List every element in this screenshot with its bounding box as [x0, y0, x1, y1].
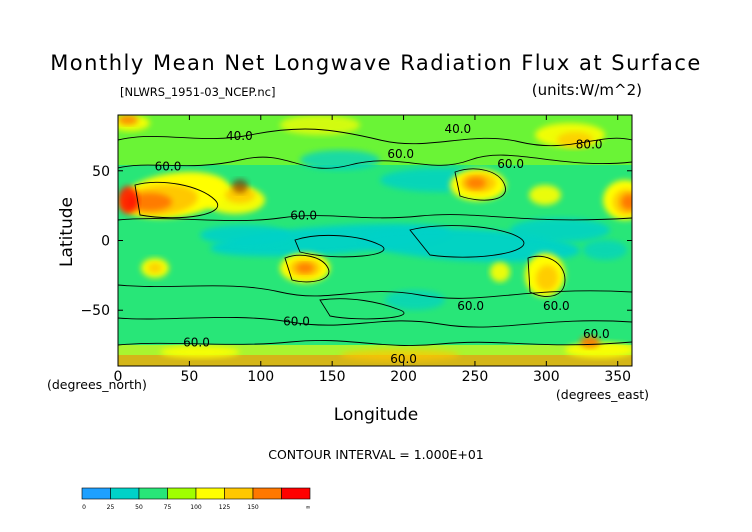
contour-label: 60.0 — [387, 147, 414, 161]
colorbar-label: ∞ — [306, 504, 311, 511]
colorbar-swatch — [252, 487, 282, 500]
y-tick-label: 50 — [92, 164, 110, 180]
colorbar-swatch — [195, 487, 225, 500]
x-tick-label: 50 — [180, 369, 198, 385]
contour-line — [118, 214, 632, 222]
x-tick-label: 350 — [604, 369, 631, 385]
contour-label: 60.0 — [390, 352, 417, 366]
x-tick-label: 150 — [319, 369, 346, 385]
contour-label: 60.0 — [583, 327, 610, 341]
contour-layer — [118, 128, 632, 346]
field-region — [232, 179, 248, 193]
contour-label: 60.0 — [497, 157, 524, 171]
field-region — [621, 194, 632, 210]
contour-label: 60.0 — [290, 208, 317, 222]
field-region — [490, 262, 510, 282]
field-region — [557, 132, 593, 148]
y-unit-label: (degrees_north) — [47, 377, 147, 392]
x-tick-label: 250 — [462, 369, 489, 385]
contour-line — [454, 168, 506, 201]
chart-title: Monthly Mean Net Longwave Radiation Flux… — [50, 51, 702, 75]
field-band — [118, 355, 632, 366]
field-region — [565, 342, 632, 358]
colorbar: 0 25 50 75 100 125 150 ∞ — [81, 487, 311, 511]
colorbar-swatch — [281, 487, 311, 500]
field-region — [160, 346, 240, 358]
x-unit-label: (degrees_east) — [556, 387, 649, 402]
field-region — [296, 263, 314, 273]
contour-interval-label: CONTOUR INTERVAL = 1.000E+01 — [268, 447, 484, 462]
colorbar-label: 25 — [107, 504, 115, 511]
contour-line — [134, 181, 218, 219]
colorbar-label: 125 — [219, 504, 231, 511]
field-region — [466, 177, 486, 189]
contour-line — [118, 284, 632, 299]
contour-label-layer: 40.0 40.0 60.0 60.0 60.0 80.0 60.0 60.0 60.0 60.0… — [155, 122, 610, 366]
contour-label: 80.0 — [576, 137, 603, 151]
x-tick-label: 300 — [533, 369, 560, 385]
contour-label: 40.0 — [226, 129, 253, 143]
x-axis-label: Longitude — [334, 405, 419, 425]
field-region — [148, 263, 162, 273]
y-tick-label: −50 — [80, 303, 110, 319]
x-tick-label: 200 — [390, 369, 417, 385]
field-region — [510, 218, 610, 242]
field-region — [529, 185, 561, 205]
colorbar-swatch — [110, 487, 140, 500]
contour-line — [527, 255, 566, 297]
contour-label: 60.0 — [457, 299, 484, 313]
contour-line — [319, 298, 405, 320]
contour-label: 60.0 — [183, 335, 210, 349]
contour-line — [118, 340, 632, 346]
plot-area: 40.0 40.0 60.0 60.0 60.0 80.0 60.0 60.0 60.0 60.0… — [118, 115, 632, 366]
field-region — [583, 240, 627, 260]
colorbar-label: 100 — [190, 504, 202, 511]
field-region — [340, 349, 460, 361]
contour-label: 40.0 — [444, 122, 471, 136]
colorbar-label: 150 — [247, 504, 259, 511]
field-region — [535, 265, 559, 291]
contour-line — [409, 225, 525, 258]
field-fill-layer — [118, 115, 632, 366]
y-axis: 50 0 −50 — [80, 164, 632, 319]
colorbar-swatch — [167, 487, 197, 500]
colorbar-label: 75 — [164, 504, 172, 511]
field-region — [300, 150, 380, 170]
field-region — [118, 186, 138, 214]
colorbar-swatch — [224, 487, 254, 500]
field-region — [385, 290, 445, 310]
contour-line — [294, 234, 385, 258]
chart-subtitle: [NLWRS_1951-03_NCEP.nc] — [120, 85, 275, 99]
contour-line — [118, 316, 632, 328]
units-label: (units:W/m^2) — [532, 81, 642, 99]
colorbar-label: 0 — [82, 504, 86, 511]
field-region — [280, 115, 360, 135]
y-tick-label: 0 — [101, 234, 110, 250]
x-tick-label: 0 — [114, 369, 123, 385]
colorbar-swatch — [81, 487, 111, 500]
colorbar-swatch — [138, 487, 168, 500]
x-tick-label: 100 — [247, 369, 274, 385]
field-region — [118, 115, 138, 125]
colorbar-label: 50 — [135, 504, 143, 511]
field-region — [200, 225, 290, 245]
contour-label: 60.0 — [543, 299, 570, 313]
y-axis-label: Latitude — [57, 197, 77, 267]
field-region — [225, 187, 255, 203]
contour-label: 60.0 — [155, 160, 182, 174]
contour-line — [118, 128, 632, 147]
contour-line — [284, 254, 330, 283]
contour-line — [118, 154, 632, 169]
contour-label: 60.0 — [283, 314, 310, 328]
x-axis: 0 50 100 150 200 250 300 350 — [114, 115, 631, 385]
